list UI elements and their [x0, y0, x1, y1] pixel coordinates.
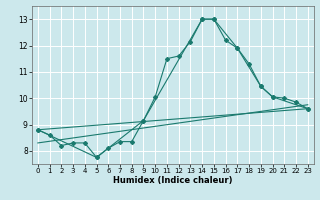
- X-axis label: Humidex (Indice chaleur): Humidex (Indice chaleur): [113, 176, 233, 185]
